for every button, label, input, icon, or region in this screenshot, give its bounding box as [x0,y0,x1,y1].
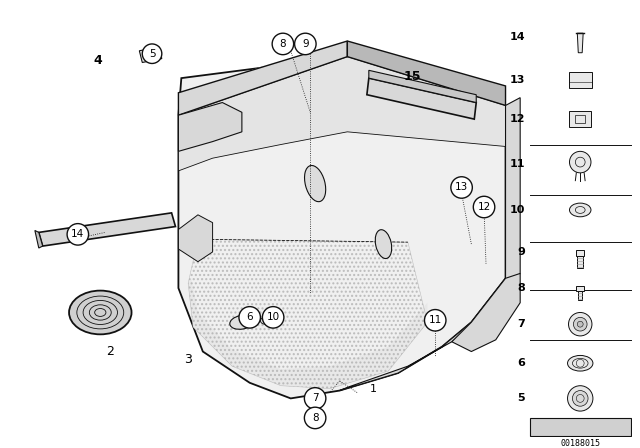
Text: 11: 11 [509,159,525,169]
Text: 8: 8 [312,413,319,423]
Polygon shape [570,111,591,127]
Ellipse shape [375,230,392,258]
Circle shape [239,306,260,328]
Text: 6: 6 [246,312,253,323]
Circle shape [474,196,495,218]
Text: 12: 12 [509,114,525,124]
Text: 9: 9 [517,247,525,257]
Circle shape [305,388,326,409]
Circle shape [573,317,587,331]
Ellipse shape [305,165,326,202]
Polygon shape [35,230,43,248]
Ellipse shape [260,316,272,324]
Text: 9: 9 [302,39,308,49]
Polygon shape [140,47,162,62]
Polygon shape [369,70,476,103]
Polygon shape [39,213,175,246]
Polygon shape [579,291,582,300]
Polygon shape [367,78,476,119]
Polygon shape [577,250,584,256]
Text: 6: 6 [517,358,525,368]
Polygon shape [348,41,506,105]
Text: 12: 12 [477,202,491,212]
Polygon shape [530,418,630,435]
Circle shape [67,224,88,245]
Circle shape [142,44,162,64]
Text: 7: 7 [312,393,319,403]
Polygon shape [179,56,348,115]
Text: 2: 2 [106,345,114,358]
Text: 11: 11 [429,315,442,325]
Text: 14: 14 [509,32,525,42]
Ellipse shape [230,315,254,329]
Polygon shape [452,273,520,352]
Polygon shape [340,98,520,391]
Text: 13: 13 [455,182,468,193]
Text: 10: 10 [509,205,525,215]
Ellipse shape [570,203,591,217]
Text: 15: 15 [404,70,422,83]
Circle shape [451,177,472,198]
Polygon shape [188,278,428,388]
Text: 5: 5 [148,49,156,59]
Circle shape [577,321,583,327]
Text: 4: 4 [93,54,102,67]
Text: 8: 8 [517,283,525,293]
Polygon shape [179,41,348,115]
Circle shape [262,306,284,328]
Polygon shape [179,56,506,398]
Ellipse shape [69,291,132,334]
Polygon shape [179,103,242,151]
Ellipse shape [568,355,593,371]
Circle shape [294,33,316,55]
Circle shape [568,386,593,411]
Text: 14: 14 [71,229,84,239]
Polygon shape [179,215,212,262]
Text: 5: 5 [517,393,525,403]
Circle shape [568,312,592,336]
Text: 7: 7 [517,319,525,329]
Text: 13: 13 [509,75,525,85]
Text: 3: 3 [184,353,192,366]
Polygon shape [577,256,583,267]
Polygon shape [577,286,584,291]
Circle shape [572,391,588,406]
Polygon shape [179,56,506,171]
Text: 00188015: 00188015 [560,439,600,448]
Circle shape [424,310,446,331]
FancyBboxPatch shape [568,72,592,88]
Circle shape [272,33,294,55]
Circle shape [570,151,591,173]
Text: 10: 10 [267,312,280,323]
Text: 8: 8 [280,39,286,49]
Text: 1: 1 [370,383,377,394]
Circle shape [305,407,326,429]
Polygon shape [577,33,583,53]
